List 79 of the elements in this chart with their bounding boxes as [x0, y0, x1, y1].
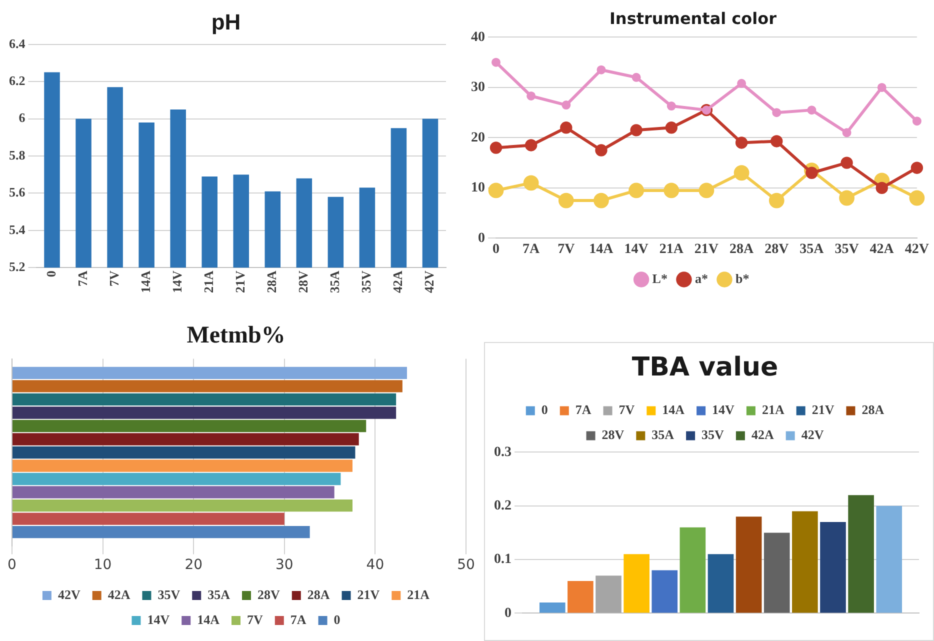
- x-tick-label: 42V: [422, 270, 437, 293]
- x-tick-label: 28V: [764, 242, 789, 258]
- x-tick-label: 42V: [904, 242, 930, 258]
- y-tick-label: 0: [504, 606, 512, 621]
- legend-label: 42V: [801, 427, 824, 442]
- y-tick-label: 0.1: [494, 552, 512, 568]
- x-tick-label: 28V: [296, 270, 311, 293]
- legend-label: 21A: [762, 402, 785, 418]
- x-tick-label: 21A: [200, 270, 216, 293]
- legend-label: b*: [735, 270, 750, 286]
- legend-label: 28V: [258, 586, 280, 602]
- legend-label: L*: [652, 270, 668, 286]
- x-tick-label: 7V: [558, 242, 575, 258]
- legend-label: 14A: [662, 402, 686, 418]
- legend-label: 0: [334, 612, 340, 627]
- legend-label: 42V: [58, 586, 81, 602]
- x-tick-label: 20: [184, 557, 203, 574]
- y-tick-label: 0: [478, 230, 485, 246]
- legend-label: 35A: [208, 586, 231, 602]
- legend-label: 14A: [197, 612, 220, 627]
- x-tick-label: 35V: [358, 270, 374, 293]
- legend-label: 42A: [108, 586, 131, 602]
- x-tick-label: 21A: [659, 242, 684, 258]
- x-tick-label: 35A: [327, 270, 342, 293]
- legend-label: 7A: [290, 612, 307, 627]
- legend-label: 14V: [147, 612, 170, 627]
- x-tick-label: 40: [366, 557, 384, 574]
- x-tick-label: 14V: [624, 242, 648, 258]
- y-tick-label: 5.8: [9, 147, 26, 162]
- x-tick-label: 50: [457, 557, 475, 574]
- x-tick-label: 7A: [74, 270, 90, 286]
- x-tick-label: 7A: [522, 242, 541, 258]
- legend-label: a*: [694, 270, 708, 286]
- legend-label: 35A: [652, 427, 675, 442]
- x-tick-label: 14A: [589, 242, 614, 258]
- legend-label: 7V: [247, 612, 264, 627]
- y-tick-label: 6.4: [9, 36, 26, 51]
- chart-title: Instrumental color: [609, 8, 777, 28]
- y-tick-label: 20: [471, 130, 485, 146]
- y-tick-label: 5.6: [9, 184, 26, 200]
- x-tick-label: 21V: [694, 242, 719, 258]
- legend-label: 35V: [702, 427, 725, 442]
- legend-label: 7V: [618, 402, 636, 418]
- x-tick-label: 35V: [834, 242, 859, 258]
- y-tick-label: 30: [471, 80, 485, 96]
- legend-label: 14V: [712, 402, 736, 418]
- legend-label: 21A: [407, 586, 430, 602]
- y-tick-label: 5.2: [9, 258, 26, 274]
- y-tick-label: 0.3: [494, 444, 512, 460]
- x-tick-label: 21V: [232, 270, 248, 293]
- legend-label: 35V: [158, 586, 181, 602]
- y-tick-label: 40: [471, 30, 485, 45]
- x-tick-label: 30: [275, 557, 294, 574]
- legend-label: 28A: [307, 586, 330, 602]
- legend-label: 21V: [357, 586, 380, 602]
- y-tick-label: 0.2: [494, 498, 512, 514]
- chart-title: Metmb%: [186, 322, 286, 349]
- chart-title: TBA value: [632, 352, 778, 382]
- chart-title: pH: [211, 9, 241, 34]
- x-tick-label: 42A: [390, 270, 406, 293]
- legend-label: 28A: [862, 402, 885, 418]
- x-tick-label: 42A: [870, 242, 895, 258]
- x-tick-label: 28A: [729, 242, 754, 258]
- legend-label: 7A: [575, 402, 592, 418]
- x-tick-label: 7V: [106, 270, 122, 286]
- y-tick-label: 10: [471, 180, 485, 196]
- x-tick-label: 10: [94, 557, 112, 574]
- x-tick-label: 28A: [264, 270, 280, 293]
- y-tick-label: 6.2: [9, 72, 26, 88]
- x-tick-label: 0: [43, 270, 58, 278]
- legend-label: 28V: [602, 427, 625, 442]
- y-tick-label: 5.4: [9, 222, 26, 237]
- legend-label: 42A: [751, 427, 774, 442]
- legend-label: 0: [541, 402, 548, 418]
- y-tick-label: 6: [18, 110, 26, 126]
- legend-label: 21V: [812, 402, 835, 418]
- x-tick-label: 14A: [138, 270, 153, 293]
- x-tick-label: 35A: [800, 242, 825, 258]
- x-tick-label: 14V: [169, 270, 184, 293]
